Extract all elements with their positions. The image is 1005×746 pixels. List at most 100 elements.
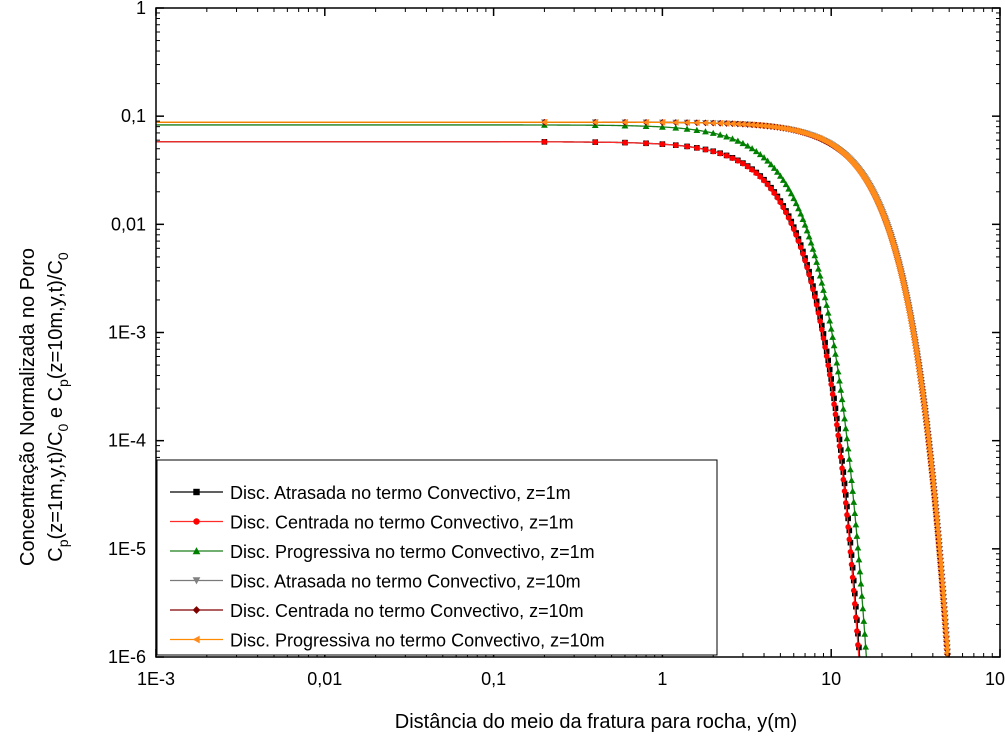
legend-entry: Disc. Progressiva no termo Convectivo, z… — [170, 631, 605, 651]
series-marker — [787, 190, 795, 197]
series-marker — [815, 306, 822, 312]
series-marker — [848, 476, 855, 483]
series-marker — [848, 561, 855, 568]
series-marker — [832, 405, 839, 412]
series-marker — [808, 275, 814, 282]
series-marker — [723, 152, 730, 159]
series-marker — [938, 581, 945, 589]
y-title-subscript: 0 — [55, 423, 71, 431]
series-marker — [844, 512, 850, 518]
series-marker — [716, 131, 724, 138]
series-marker — [845, 515, 851, 522]
series-marker — [840, 476, 847, 483]
series-marker — [828, 376, 834, 382]
series-marker — [777, 124, 784, 132]
series-marker — [832, 411, 839, 418]
series-marker — [672, 124, 680, 131]
y-tick-label: 1E-4 — [108, 431, 146, 451]
series-marker — [795, 238, 802, 244]
series-marker — [941, 627, 949, 635]
series-marker — [855, 556, 863, 563]
legend-box — [156, 459, 718, 656]
y-axis-title-line-1: Concentração Normalizada no Poro — [17, 248, 39, 566]
series-marker — [764, 181, 771, 188]
series-marker — [767, 123, 774, 130]
series-marker — [844, 445, 852, 452]
series-marker — [793, 232, 799, 238]
series-marker — [744, 121, 751, 128]
series-marker — [821, 294, 829, 301]
series-marker — [838, 395, 846, 403]
series-marker — [943, 645, 950, 652]
series-marker — [853, 603, 859, 610]
series-marker — [810, 283, 816, 289]
series-marker — [716, 119, 724, 127]
series-marker — [839, 405, 847, 412]
series-marker — [749, 167, 755, 173]
series-marker — [809, 245, 817, 252]
series-line — [156, 141, 860, 657]
series-marker — [702, 146, 709, 153]
series-marker — [942, 632, 949, 639]
series-marker — [837, 386, 845, 393]
series-marker — [774, 194, 781, 201]
y-tick-label: 1E-5 — [108, 539, 146, 559]
series-marker — [846, 527, 853, 534]
series-marker — [729, 155, 736, 161]
series-marker — [823, 348, 830, 355]
y-title-part: C — [45, 547, 67, 561]
y-tick-label: 1E-6 — [108, 647, 146, 667]
legend-entry: Disc. Centrada no termo Convectivo, z=10… — [170, 601, 584, 621]
series-marker — [841, 488, 848, 494]
series-marker — [744, 163, 751, 170]
series-marker — [797, 244, 804, 251]
series-marker — [841, 480, 848, 487]
series-marker — [827, 325, 835, 332]
series-marker — [941, 623, 948, 631]
series-marker — [193, 518, 200, 525]
y-title-subscript: p — [55, 539, 71, 547]
series-marker — [857, 580, 865, 587]
series-marker — [842, 425, 850, 432]
series-3 — [156, 121, 870, 657]
series-marker — [937, 565, 944, 573]
series-marker — [770, 164, 778, 171]
series-marker — [756, 151, 764, 158]
series-marker — [799, 215, 807, 222]
x-tick-label: 0,1 — [481, 669, 506, 689]
series-marker — [815, 310, 822, 316]
series-marker — [192, 606, 201, 614]
series-marker — [767, 161, 775, 168]
series-marker — [717, 150, 724, 157]
series-marker — [852, 590, 858, 597]
series-marker — [642, 122, 650, 130]
series-marker — [847, 549, 854, 555]
legend-entry: Disc. Atrasada no termo Convectivo, z=10… — [170, 572, 581, 592]
series-marker — [802, 257, 808, 264]
series-marker — [836, 443, 843, 449]
series-marker — [835, 425, 841, 432]
series-marker — [939, 594, 946, 601]
y-axis-title-line-2: Cp(z=1m,y,t)/C0 e Cp(z=10m,y,t)/C0 — [45, 252, 71, 562]
legend-label: Disc. Atrasada no termo Convectivo, z=10… — [230, 572, 581, 592]
series-marker — [795, 205, 802, 212]
series-marker — [684, 143, 690, 150]
series-marker — [831, 401, 837, 408]
series-marker — [702, 128, 709, 135]
series-marker — [748, 145, 756, 152]
x-tick-label: 0,01 — [307, 669, 342, 689]
series-marker — [942, 640, 949, 648]
series-marker — [834, 368, 842, 375]
series-marker — [943, 649, 950, 657]
series-marker — [859, 605, 867, 612]
series-marker — [807, 239, 815, 246]
series-marker — [937, 569, 944, 577]
series-marker — [826, 371, 833, 378]
series-marker — [788, 220, 795, 227]
series-marker — [850, 587, 857, 594]
series-marker — [729, 135, 736, 142]
series-marker — [693, 119, 700, 127]
series-marker — [643, 140, 649, 147]
series-marker — [761, 177, 767, 184]
